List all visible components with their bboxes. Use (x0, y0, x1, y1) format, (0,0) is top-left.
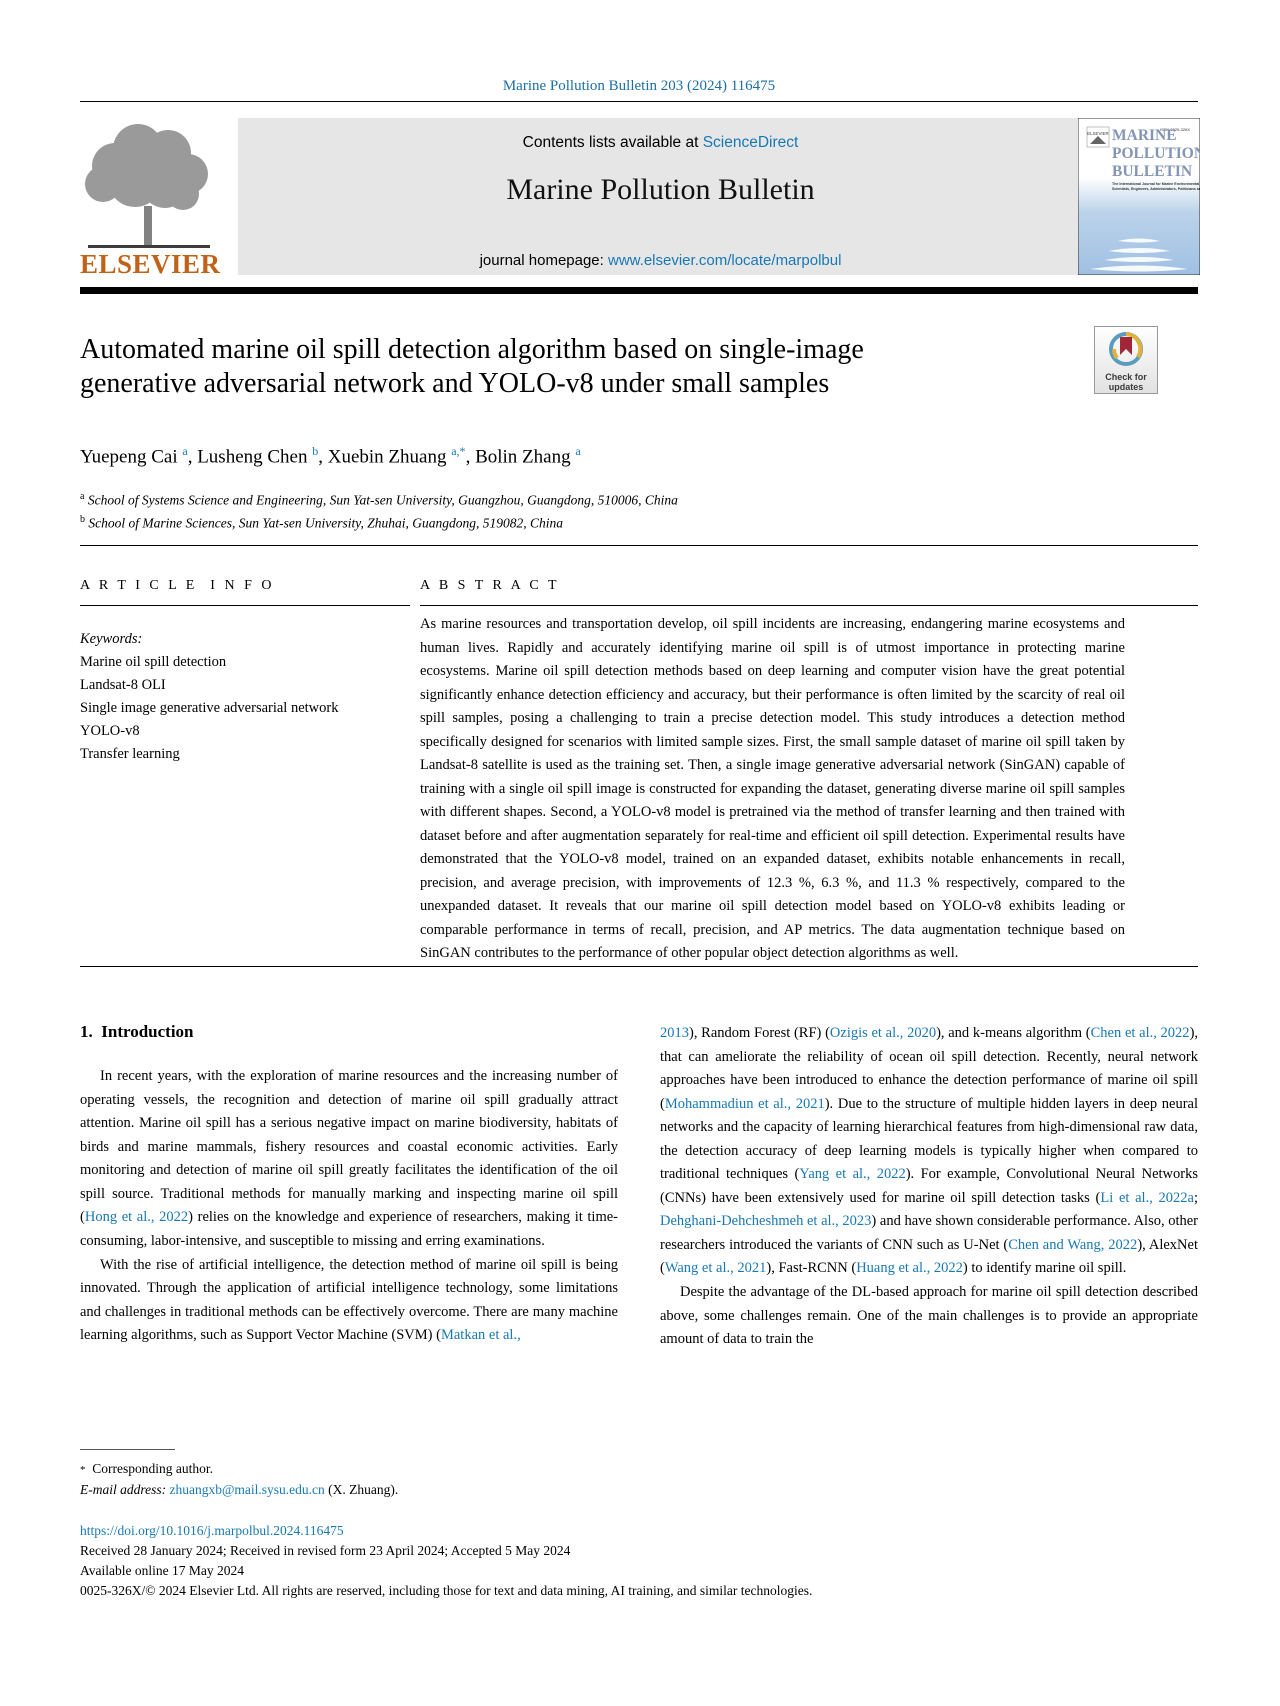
svg-text:ELSEVIER: ELSEVIER (1087, 131, 1108, 136)
svg-text:The International Journal for: The International Journal for Marine Env… (1112, 182, 1199, 186)
svg-text:BULLETIN: BULLETIN (1112, 163, 1192, 180)
svg-text:MARINE: MARINE (1112, 127, 1177, 144)
svg-text:Scientists, Engineers, Adminis: Scientists, Engineers, Administrators, P… (1112, 187, 1200, 191)
svg-text:POLLUTION: POLLUTION (1112, 145, 1200, 162)
